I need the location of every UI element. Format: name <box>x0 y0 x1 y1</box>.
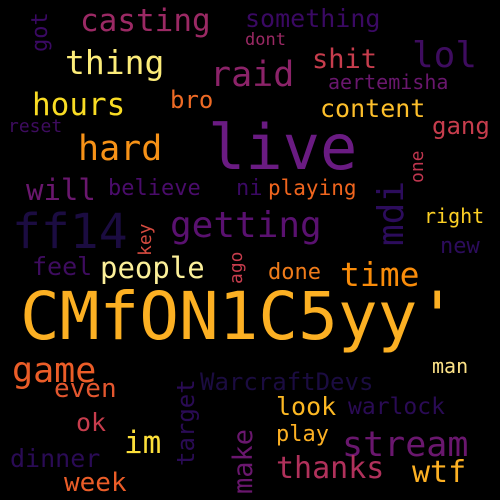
word-warlock: warlock <box>348 394 445 420</box>
word-hours: hours <box>32 87 126 123</box>
word-bro: bro <box>170 86 214 114</box>
word-play: play <box>276 422 329 447</box>
word-reset: reset <box>8 116 63 137</box>
word-im: im <box>124 425 162 461</box>
word-one: one <box>407 150 428 183</box>
word-ago: ago <box>226 251 247 284</box>
word-gang: gang <box>432 112 490 140</box>
word-aertemisha: aertemisha <box>328 70 449 94</box>
word-ni: ni <box>236 176 263 201</box>
word-dont: dont <box>245 30 286 50</box>
word-stream: stream <box>342 425 469 465</box>
word-feel: feel <box>32 252 93 281</box>
word-new: new <box>440 234 480 259</box>
word-something: something <box>245 4 381 33</box>
word-casting: casting <box>80 3 211 39</box>
word-right: right <box>424 204 485 228</box>
word-believe: believe <box>108 176 201 201</box>
word-will: will <box>26 173 96 207</box>
word-cmfon1c5yy: CMfON1C5yy' <box>20 278 458 355</box>
word-week: week <box>64 468 127 498</box>
word-ok: ok <box>76 408 107 437</box>
word-game: game <box>12 351 97 391</box>
word-done: done <box>268 260 321 285</box>
word-hard: hard <box>78 129 163 169</box>
word-shit: shit <box>312 44 378 75</box>
word-warcraftdevs: WarcraftDevs <box>200 368 374 396</box>
word-dinner: dinner <box>10 444 101 473</box>
word-look: look <box>276 392 337 421</box>
word-even: even <box>54 374 117 404</box>
word-getting: getting <box>170 205 322 246</box>
word-man: man <box>432 354 469 378</box>
word-wtf: wtf <box>412 455 467 490</box>
word-people: people <box>100 251 205 285</box>
word-thanks: thanks <box>276 451 385 486</box>
word-time: time <box>340 255 420 294</box>
word-target: target <box>172 379 200 466</box>
word-live: live <box>208 111 358 184</box>
word-make: make <box>228 428 259 494</box>
word-thing: thing <box>65 43 165 82</box>
word-lol: lol <box>412 35 478 76</box>
word-raid: raid <box>210 55 295 95</box>
word-ff14: ff14 <box>12 204 128 260</box>
word-content: content <box>320 94 426 123</box>
word-got: got <box>28 12 53 52</box>
word-playing: playing <box>268 176 357 200</box>
word-mdi: mdi <box>371 180 412 246</box>
